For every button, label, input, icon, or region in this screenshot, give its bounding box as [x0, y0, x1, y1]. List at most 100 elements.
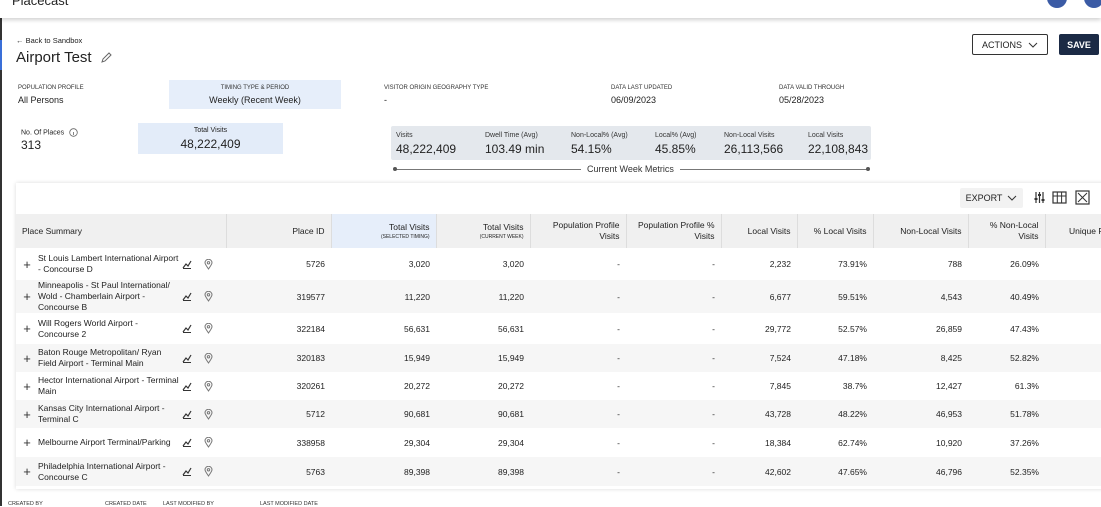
table-cell: 3,020	[502, 259, 524, 269]
user-avatar[interactable]	[1084, 0, 1101, 8]
column-header[interactable]: Total Visits (SELECTED TIMING)	[331, 214, 437, 248]
table-cell	[1045, 428, 1101, 457]
place-name: St Louis Lambert International Airport -…	[38, 253, 179, 274]
row-icons	[182, 291, 213, 302]
column-title[interactable]: Place Summary	[22, 225, 82, 236]
trend-icon[interactable]	[182, 324, 192, 333]
table-cell: 46,796	[873, 457, 968, 486]
export-button[interactable]: EXPORT	[960, 188, 1023, 208]
metric-value: 48,222,409	[396, 142, 457, 156]
row-icons	[182, 352, 213, 364]
table-cell: 59.51%	[797, 280, 873, 313]
pin-icon[interactable]	[204, 466, 213, 477]
column-title[interactable]: Local Visits	[747, 225, 791, 236]
row-icons	[182, 466, 213, 477]
metric-label: Local% (Avg)	[655, 132, 697, 139]
column-title[interactable]: Unique Persons	[1069, 225, 1101, 236]
column-header[interactable]: Total Visits (CURRENT WEEK)	[436, 214, 531, 248]
column-title[interactable]: % Non-Local Visits	[989, 220, 1039, 241]
expand-button[interactable]: +	[23, 406, 31, 422]
column-header[interactable]: Place ID	[226, 214, 332, 248]
column-header[interactable]: Place Summary	[16, 214, 227, 248]
column-title[interactable]: Total Visits	[389, 221, 430, 232]
trend-icon[interactable]	[182, 410, 192, 419]
pin-icon[interactable]	[204, 380, 213, 392]
trend-icon[interactable]	[182, 354, 192, 363]
column-header[interactable]: Population Profile Visits	[530, 214, 627, 248]
column-subtitle[interactable]: (CURRENT WEEK)	[479, 233, 524, 240]
pin-icon[interactable]	[204, 352, 213, 364]
info-value: 06/09/2023	[611, 95, 657, 105]
info-icon[interactable]	[69, 128, 78, 137]
trend-icon[interactable]	[182, 260, 192, 269]
info-value: 05/28/2023	[779, 95, 825, 105]
pin-icon[interactable]	[204, 408, 213, 420]
column-header[interactable]: % Local Visits	[797, 214, 874, 248]
trend-icon[interactable]	[182, 292, 192, 301]
edit-icon[interactable]	[100, 51, 113, 64]
column-header[interactable]: Local Visits	[721, 214, 798, 248]
save-button[interactable]: SAVE	[1059, 34, 1099, 55]
table-row: + Kansas City International Airport - Ter…	[16, 400, 1101, 428]
pin-icon[interactable]	[204, 291, 213, 302]
column-title[interactable]: % Local Visits	[813, 225, 867, 236]
back-text[interactable]: Back to Sandbox	[25, 36, 83, 45]
place-name: Hector International Airport - Terminal …	[38, 375, 179, 396]
column-title[interactable]: Total Visits	[483, 221, 524, 232]
total-label: Total Visits	[193, 127, 228, 134]
place-summary: + Melbourne Airport Terminal/Parking	[16, 435, 226, 450]
column-title[interactable]: Population Profile Visits	[552, 220, 620, 241]
column-header[interactable]: Population Profile % Visits	[626, 214, 722, 248]
table-row: + Philadelphia International Airport - Co…	[16, 457, 1101, 486]
expand-button[interactable]: +	[23, 350, 31, 366]
expand-button[interactable]: +	[23, 464, 31, 479]
actions-button[interactable]: ACTIONS	[972, 34, 1048, 55]
column-header[interactable]: Non-Local Visits	[873, 214, 969, 248]
table-row: + Minneapolis - St Paul International/ Wo…	[16, 280, 1101, 313]
pin-icon[interactable]	[204, 323, 213, 334]
expand-button[interactable]: +	[23, 289, 31, 304]
export-text[interactable]: EXPORT	[965, 193, 1003, 203]
table-cell: 38.7%	[842, 381, 867, 391]
column-subtitle[interactable]: (SELECTED TIMING)	[380, 233, 430, 240]
metric-label: Dwell Time (Avg)	[485, 132, 538, 139]
column-title[interactable]: Population Profile % Visits	[637, 220, 715, 241]
table-cell: -	[617, 381, 620, 391]
table-cell	[873, 486, 968, 488]
table-cell: 90,681	[436, 400, 530, 428]
trend-icon[interactable]	[182, 467, 192, 476]
place-name: Baton Rouge Metropolitan/ Ryan Field Air…	[38, 347, 162, 368]
back-link[interactable]: ← Back to Sandbox	[16, 36, 83, 45]
expand-button[interactable]: +	[23, 378, 31, 394]
column-header[interactable]: Unique Persons	[1045, 214, 1101, 248]
trend-icon[interactable]	[182, 438, 192, 447]
actions-text[interactable]: ACTIONS	[981, 39, 1022, 50]
column-title[interactable]: Place ID	[292, 225, 325, 236]
app-name: Placecast	[12, 0, 69, 8]
filter-icon[interactable]	[1033, 191, 1046, 204]
expand-button[interactable]: +	[23, 256, 31, 272]
place-cell: + Philadelphia International Airport - Co…	[16, 457, 226, 486]
trend-icon[interactable]	[182, 382, 192, 391]
pin-icon[interactable]	[204, 258, 213, 270]
columns-icon[interactable]	[1052, 190, 1067, 205]
place-summary: + Hector International Airport - Terminal…	[16, 375, 226, 397]
column-title[interactable]: Non-Local Visits	[900, 225, 962, 236]
table-row: + St Louis Lambert International Airport …	[16, 248, 1101, 280]
table-cell: 26.09%	[1010, 259, 1039, 269]
table-cell: -	[530, 280, 626, 313]
expand-button[interactable]: +	[23, 321, 31, 336]
table-row: + Melbourne Airport Terminal/Parking 33895…	[16, 428, 1101, 457]
table-cell: 52.82%	[968, 344, 1045, 372]
table-cell: -	[712, 381, 715, 391]
pin-icon[interactable]	[204, 437, 213, 448]
column-header[interactable]: % Non-Local Visits	[968, 214, 1046, 248]
fullscreen-icon[interactable]	[1075, 190, 1090, 205]
left-accent	[0, 40, 2, 70]
expand-button[interactable]: +	[23, 435, 31, 450]
table-cell: -	[712, 437, 715, 448]
metric-value: 54.15%	[571, 142, 612, 156]
help-icon[interactable]	[1047, 0, 1067, 8]
table-cell: -	[530, 400, 626, 428]
